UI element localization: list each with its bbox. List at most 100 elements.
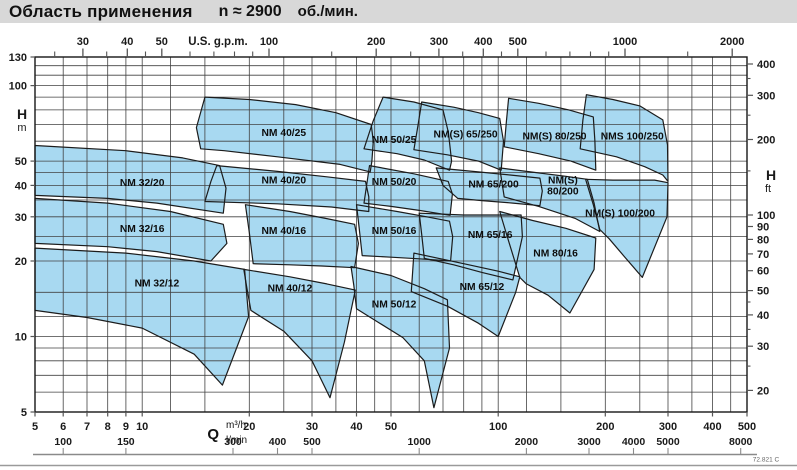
axis-bottom-m3h: 5 6 7 8 9 10 20 30 40 50 100 200 300 400 500 Qm³/h l/min: [32, 412, 756, 446]
tick-label-lmin: 5000: [656, 436, 680, 448]
pump-region-fill: [419, 213, 523, 280]
tick-label-gpm: 1000: [613, 36, 637, 48]
pump-region-outline: [363, 96, 453, 171]
pump-region-label: NM 32/16: [120, 224, 165, 235]
grid: [34, 56, 748, 413]
tick-label-m3h: 500: [738, 421, 756, 433]
pump-region-fill: [243, 269, 356, 398]
pump-region-outline: [579, 94, 669, 182]
tick-label-m3h: 300: [659, 421, 677, 433]
tick-label-gpm: 400: [474, 36, 492, 48]
pump-region-outline: [243, 268, 356, 399]
pump-region-label: NM 32/12: [135, 279, 180, 290]
pump-region-fill: [504, 98, 596, 171]
tick-label-gpm: 40: [121, 36, 133, 48]
tick-label-ft: 80: [757, 234, 769, 246]
pump-region-outline: [355, 204, 454, 262]
tick-label-lmin: 3000: [577, 436, 601, 448]
tick-label-ft: 30: [757, 341, 769, 353]
pump-region-label: NM 65/16: [468, 230, 513, 241]
pump-region-outline: [413, 101, 505, 171]
tick-label-m3h: 7: [84, 421, 90, 433]
pump-region-label: NM 50/12: [372, 299, 417, 310]
tick-label-lmin: 500: [303, 436, 321, 448]
axis-title-q: Q: [207, 426, 219, 443]
axis-left-m: 130 100 50 40 30 20 10 5 Hm: [9, 52, 35, 419]
axis-unit-m: m: [17, 122, 26, 134]
pump-region-label: NM 50/16: [372, 226, 417, 237]
pump-region-fill: [585, 179, 668, 278]
title-speed-unit: об./мин.: [297, 3, 358, 20]
tick-label-m: 5: [21, 407, 27, 419]
pump-region-label: NM(S): [548, 175, 578, 186]
tick-label-m3h: 10: [136, 421, 148, 433]
pump-region-label: NM 50/25: [372, 135, 417, 146]
tick-label-lmin: 150: [117, 436, 135, 448]
pump-region-outline: [585, 178, 669, 278]
tick-label-gpm: 200: [367, 36, 385, 48]
tick-label-lmin: 1000: [408, 436, 432, 448]
tick-label-lmin: 2000: [515, 436, 539, 448]
pump-region-label: NM 40/20: [261, 176, 306, 187]
pump-region-label: NM(S) 100/200: [585, 209, 655, 220]
axis-bottom-lmin: 100 150 300 400 500 1000 2000 3000 4000 5000 8000: [33, 436, 757, 456]
pump-region-label: NMS 100/250: [601, 131, 664, 142]
pump-region-outline: [503, 97, 597, 171]
footer-drawing-number: 72.821 C: [753, 457, 780, 464]
tick-label-gpm: 300: [430, 36, 448, 48]
tick-label-m: 130: [9, 52, 27, 64]
tick-label-ft: 200: [757, 135, 775, 147]
tick-label-lmin: 4000: [622, 436, 646, 448]
tick-label-m3h: 6: [60, 421, 66, 433]
tick-label-lmin: 8000: [729, 436, 753, 448]
tick-label-m3h: 200: [596, 421, 614, 433]
pump-region-outline: [435, 167, 543, 207]
tick-label-gpm: 100: [260, 36, 278, 48]
title-speed: n ≈ 2900: [218, 2, 282, 20]
tick-label-gpm: 500: [509, 36, 527, 48]
pump-region-fill: [580, 94, 668, 182]
pump-region-label: NM 32/20: [120, 178, 165, 189]
axis-top-usgpm: 30 40 50 100 200 300 400 500 1000 2000 U.S. g.p.m.: [54, 36, 744, 57]
tick-label-ft: 20: [757, 385, 769, 397]
tick-label-m3h: 8: [105, 421, 111, 433]
pump-region-label: NM 40/25: [261, 128, 306, 139]
axis-title-h-right: H: [766, 167, 776, 183]
pump-region-outline: [363, 165, 453, 216]
tick-label-lmin: 100: [54, 436, 72, 448]
tick-label-ft: 40: [757, 310, 769, 322]
tick-label-m3h: 5: [32, 421, 38, 433]
axis-title-usgpm: U.S. g.p.m.: [188, 36, 247, 48]
pump-region-outline: [350, 265, 451, 409]
tick-label-m: 20: [15, 256, 27, 268]
pump-region-fill: [196, 97, 374, 172]
pump-region-label: NM(S) 80/250: [522, 131, 586, 142]
axis-unit-ft: ft: [765, 183, 771, 195]
pump-region-fill: [35, 145, 226, 214]
pump-region-label: NM 65/200: [468, 180, 519, 191]
tick-label-ft: 60: [757, 266, 769, 278]
pump-region-outline: [244, 204, 359, 269]
pump-region-outline: [195, 96, 374, 173]
pump-region-label: NM 40/12: [268, 284, 313, 295]
page-title: Область применения n ≈ 2900 об./мин.: [0, 0, 797, 23]
pump-region-label: NM(S) 65/250: [434, 130, 498, 141]
tick-label-lmin: 300: [224, 436, 242, 448]
axis-title-h-left: H: [17, 106, 27, 122]
tick-label-m3h: 50: [385, 421, 397, 433]
tick-label-gpm: 30: [77, 36, 89, 48]
tick-label-m: 50: [15, 156, 27, 168]
tick-label-m: 100: [9, 81, 27, 93]
axis-unit-m3h: m³/h: [226, 420, 246, 431]
tick-label-m: 10: [15, 332, 27, 344]
tick-label-ft: 400: [757, 59, 775, 71]
tick-label-ft: 100: [757, 210, 775, 222]
pump-region-labels: NM 32/20 NM 32/16 NM 32/12 NM 40/25 NM 40/20…: [120, 128, 664, 310]
pump-region-label: 80/200: [547, 186, 579, 197]
pump-region-label: NM 40/16: [261, 226, 306, 237]
tick-label-m3h: 9: [123, 421, 129, 433]
pump-region-label: NM 80/16: [533, 249, 578, 260]
tick-label-m: 40: [15, 180, 27, 192]
